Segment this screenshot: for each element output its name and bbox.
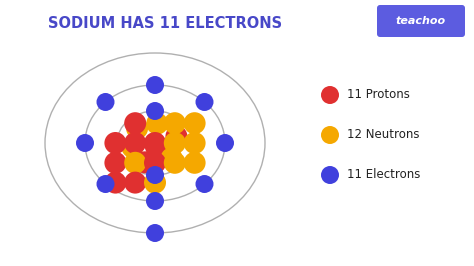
Circle shape	[144, 152, 166, 174]
Text: 12 Neutrons: 12 Neutrons	[347, 128, 419, 142]
Circle shape	[104, 132, 127, 154]
Circle shape	[146, 113, 168, 135]
Circle shape	[144, 172, 166, 194]
Circle shape	[146, 224, 164, 242]
Circle shape	[164, 112, 186, 134]
Circle shape	[145, 135, 167, 157]
Circle shape	[76, 134, 94, 152]
Circle shape	[124, 152, 146, 174]
Circle shape	[164, 152, 186, 174]
Circle shape	[165, 126, 187, 147]
Circle shape	[124, 112, 146, 134]
Circle shape	[183, 112, 206, 134]
Circle shape	[97, 175, 115, 193]
Text: teachoo: teachoo	[396, 16, 446, 26]
Circle shape	[104, 152, 127, 174]
Circle shape	[97, 93, 115, 111]
Circle shape	[321, 86, 339, 104]
Circle shape	[124, 132, 146, 154]
Circle shape	[124, 172, 146, 194]
Circle shape	[146, 76, 164, 94]
Circle shape	[144, 132, 166, 154]
Circle shape	[164, 132, 186, 154]
Circle shape	[126, 117, 148, 139]
Circle shape	[195, 93, 213, 111]
Text: 11 Electrons: 11 Electrons	[347, 168, 420, 181]
Circle shape	[216, 134, 234, 152]
Circle shape	[195, 175, 213, 193]
Text: SODIUM HAS 11 ELECTRONS: SODIUM HAS 11 ELECTRONS	[48, 16, 282, 31]
Circle shape	[161, 147, 182, 169]
Circle shape	[321, 166, 339, 184]
Circle shape	[321, 126, 339, 144]
Circle shape	[146, 166, 164, 184]
Circle shape	[146, 192, 164, 210]
Circle shape	[183, 132, 206, 154]
Circle shape	[121, 136, 144, 158]
Circle shape	[183, 152, 206, 174]
Text: 11 Protons: 11 Protons	[347, 89, 410, 102]
FancyBboxPatch shape	[377, 5, 465, 37]
Circle shape	[146, 102, 164, 120]
Circle shape	[134, 151, 156, 173]
Circle shape	[104, 172, 127, 194]
